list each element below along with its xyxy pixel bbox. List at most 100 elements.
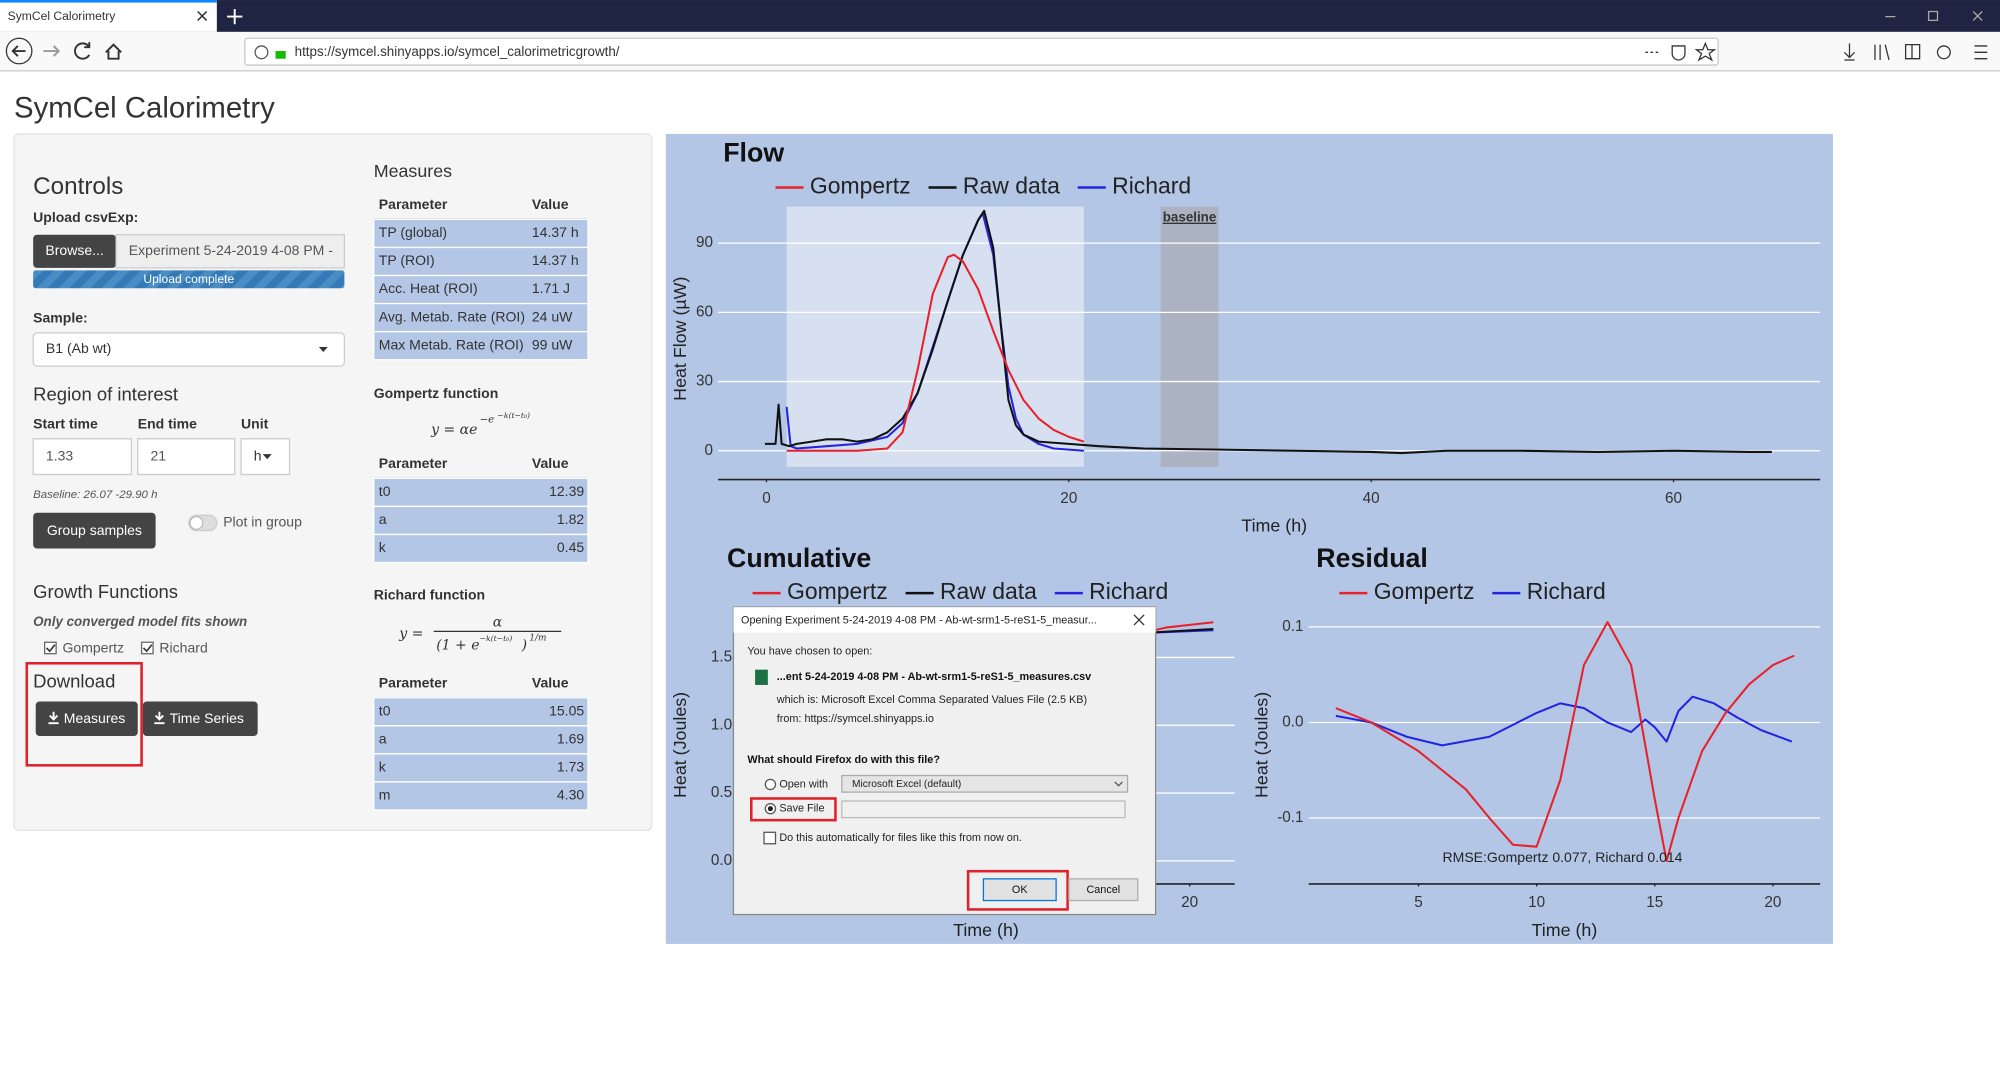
window-controls[interactable] <box>1885 10 1983 22</box>
highlight-box <box>25 662 143 767</box>
dropdown-chevron <box>1114 781 1123 787</box>
url-bar[interactable] <box>244 37 1719 66</box>
table-header: Parameter <box>379 196 448 212</box>
x-tick-label: 20 <box>1764 894 1781 911</box>
table-cell: t0 <box>379 702 391 718</box>
checkbox[interactable] <box>44 641 57 655</box>
toolbar-icons[interactable] <box>1843 43 1988 61</box>
download-button[interactable] <box>142 701 258 736</box>
x-tick-label: 5 <box>1414 894 1423 911</box>
cancel-button[interactable] <box>1068 878 1139 902</box>
toggle-knob <box>189 515 204 530</box>
table-header: Value <box>532 455 569 471</box>
button-label: OK <box>1012 884 1028 896</box>
download-button[interactable] <box>35 701 138 736</box>
table-header: Value <box>532 674 569 690</box>
table-cell: 99 uW <box>532 336 573 352</box>
data-line <box>1335 621 1795 863</box>
legend-label: Richard <box>1089 578 1168 604</box>
legend-label: Gompertz <box>787 578 888 604</box>
tab-title: SymCel Calorimetry <box>8 9 117 23</box>
table-cell: Acc. Heat (ROI) <box>379 280 478 296</box>
table-cell: 14.37 h <box>532 224 579 240</box>
legend-label: Richard <box>1112 173 1191 199</box>
page-actions[interactable] <box>1645 41 1717 62</box>
table-cell: 14.37 h <box>532 252 579 268</box>
dialog-close[interactable] <box>1133 614 1145 626</box>
x-axis-label: Time (h) <box>1241 516 1307 536</box>
tab-indicator <box>0 0 217 3</box>
checkbox[interactable] <box>763 831 777 845</box>
x-axis-label: Time (h) <box>953 920 1019 940</box>
checkbox-label: Richard <box>159 639 207 655</box>
table-cell: t0 <box>379 483 391 499</box>
x-tick-label: 0 <box>762 490 771 507</box>
tab[interactable] <box>0 0 217 32</box>
table-cell: 1.69 <box>557 731 584 747</box>
x-axis-label: Time (h) <box>1532 920 1598 940</box>
table-cell: 0.45 <box>557 539 584 555</box>
table-cell: k <box>379 759 387 775</box>
home-button[interactable] <box>105 43 122 60</box>
dialog-file-name: ...ent 5-24-2019 4-08 PM - Ab-wt-srm1-5-… <box>777 671 1091 683</box>
subsection-title: Gompertz function <box>374 385 499 401</box>
field-label: Sample: <box>33 310 88 326</box>
y-tick-label: 0 <box>704 442 713 459</box>
x-tick-label: 20 <box>1181 894 1198 911</box>
formula: −k(t−t₀) <box>497 411 530 420</box>
app-dropdown[interactable] <box>841 774 1129 793</box>
toggle-label: Plot in group <box>223 514 302 530</box>
ok-button[interactable] <box>982 878 1057 902</box>
table-row <box>373 477 589 508</box>
button-label: Browse... <box>45 242 103 258</box>
x-tick-label: 10 <box>1528 894 1545 911</box>
y-tick-label: 30 <box>696 373 713 390</box>
browse-button[interactable] <box>33 234 117 268</box>
new-tab[interactable] <box>227 8 243 25</box>
y-tick-label: 60 <box>696 303 713 320</box>
table-row <box>373 781 589 811</box>
table-cell: 12.39 <box>549 483 584 499</box>
formula: 1/m <box>529 633 546 643</box>
table-cell: 4.30 <box>557 787 584 803</box>
plot-title: Flow <box>723 137 784 167</box>
table-row <box>373 302 589 333</box>
app-title: SymCel Calorimetry <box>14 91 275 124</box>
table-header: Parameter <box>379 455 448 471</box>
radio[interactable] <box>764 778 777 791</box>
formula: y = <box>398 626 423 642</box>
site-info[interactable] <box>254 45 269 60</box>
back-arrow <box>11 45 26 57</box>
table-row <box>373 505 589 536</box>
series-group <box>764 209 1772 455</box>
forward-button[interactable] <box>43 45 61 57</box>
reload-button[interactable] <box>74 42 91 60</box>
start-input[interactable] <box>32 438 133 476</box>
table-cell: m <box>379 787 391 803</box>
checkbox[interactable] <box>140 641 154 655</box>
file-input[interactable] <box>115 234 346 269</box>
field-label: Start time <box>33 415 98 431</box>
formula: −k(t−t₀) <box>480 634 513 643</box>
formula: −e <box>480 415 495 426</box>
table-cell: 24 uW <box>532 308 573 324</box>
y-tick-label: 0.1 <box>1282 618 1303 635</box>
subsection-title: Richard function <box>374 586 485 602</box>
dialog-question: What should Firefox do with this file? <box>747 754 940 766</box>
group-button[interactable] <box>33 512 156 549</box>
table-cell: TP (global) <box>379 224 447 240</box>
data-line <box>764 209 1772 455</box>
table-cell: 1.82 <box>557 511 584 527</box>
back-button[interactable] <box>5 37 33 65</box>
y-axis-label: Heat (Joules) <box>1251 692 1271 798</box>
end-input[interactable] <box>137 438 236 476</box>
table-row <box>373 753 589 783</box>
save-field <box>841 800 1126 819</box>
select-value: h <box>254 447 262 463</box>
table-row <box>373 218 589 249</box>
sample-select[interactable] <box>32 332 346 367</box>
section-title: Region of interest <box>33 383 178 404</box>
tab-close[interactable] <box>197 10 208 21</box>
y-tick-label: -0.1 <box>1277 809 1303 826</box>
progress-label: Upload complete <box>143 272 234 286</box>
